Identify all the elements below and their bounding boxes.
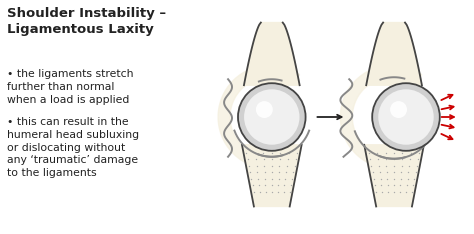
Polygon shape xyxy=(218,65,300,169)
Polygon shape xyxy=(244,22,300,85)
Text: Shoulder Instability –
Ligamentous Laxity: Shoulder Instability – Ligamentous Laxit… xyxy=(8,7,166,36)
Circle shape xyxy=(256,101,273,118)
Circle shape xyxy=(378,89,434,145)
Circle shape xyxy=(372,83,440,151)
Polygon shape xyxy=(340,65,422,169)
Text: • the ligaments stretch
further than normal
when a load is applied: • the ligaments stretch further than nor… xyxy=(8,69,134,105)
Circle shape xyxy=(244,89,300,145)
Circle shape xyxy=(238,83,306,151)
Polygon shape xyxy=(242,145,301,206)
Circle shape xyxy=(390,101,407,118)
Polygon shape xyxy=(366,22,422,85)
Text: • this can result in the
humeral head subluxing
or dislocating without
any ‘trau: • this can result in the humeral head su… xyxy=(8,117,139,178)
Polygon shape xyxy=(364,145,424,206)
